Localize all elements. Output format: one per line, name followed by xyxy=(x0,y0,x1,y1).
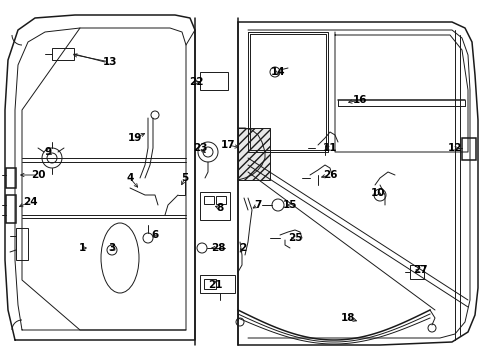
Text: 24: 24 xyxy=(22,197,37,207)
Bar xyxy=(52,48,74,60)
Bar xyxy=(6,168,16,188)
Text: 6: 6 xyxy=(151,230,158,240)
Text: 5: 5 xyxy=(181,173,188,183)
Text: 4: 4 xyxy=(126,173,133,183)
Text: 17: 17 xyxy=(220,140,235,150)
Text: 2: 2 xyxy=(239,243,246,253)
Bar xyxy=(16,228,28,260)
Text: 16: 16 xyxy=(352,95,366,105)
Text: 23: 23 xyxy=(192,143,207,153)
Text: 20: 20 xyxy=(31,170,45,180)
Bar xyxy=(409,265,423,279)
Text: 14: 14 xyxy=(270,67,285,77)
Text: 8: 8 xyxy=(216,203,223,213)
Text: 11: 11 xyxy=(322,143,337,153)
Bar xyxy=(216,196,225,204)
Text: 13: 13 xyxy=(102,57,117,67)
Text: 7: 7 xyxy=(254,200,261,210)
Text: 12: 12 xyxy=(447,143,461,153)
Bar xyxy=(200,192,229,220)
Text: 9: 9 xyxy=(44,147,51,157)
Text: 19: 19 xyxy=(127,133,142,143)
Bar xyxy=(200,275,235,293)
Text: 15: 15 xyxy=(282,200,297,210)
Text: 27: 27 xyxy=(412,265,427,275)
Text: 28: 28 xyxy=(210,243,225,253)
Text: 21: 21 xyxy=(207,280,222,290)
Text: 18: 18 xyxy=(340,313,354,323)
Text: 26: 26 xyxy=(322,170,337,180)
Text: 10: 10 xyxy=(370,188,385,198)
Bar xyxy=(6,195,16,223)
Text: 25: 25 xyxy=(287,233,302,243)
Bar xyxy=(461,138,475,160)
Bar xyxy=(203,279,216,289)
Bar xyxy=(203,196,214,204)
Text: 3: 3 xyxy=(108,243,115,253)
Text: 1: 1 xyxy=(78,243,85,253)
Bar xyxy=(238,128,269,180)
Bar xyxy=(200,72,227,90)
Text: 22: 22 xyxy=(188,77,203,87)
